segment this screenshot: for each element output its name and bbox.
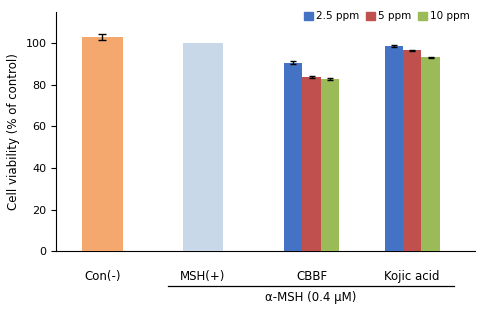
- Bar: [183, 43, 223, 251]
- Bar: [385, 46, 403, 251]
- Bar: [321, 79, 339, 251]
- Text: MSH(+): MSH(+): [180, 270, 226, 283]
- Text: α-MSH (0.4 μM): α-MSH (0.4 μM): [265, 291, 357, 304]
- Legend: 2.5 ppm, 5 ppm, 10 ppm: 2.5 ppm, 5 ppm, 10 ppm: [299, 7, 474, 26]
- Bar: [403, 50, 421, 251]
- Bar: [303, 77, 321, 251]
- Text: Kojic acid: Kojic acid: [385, 270, 440, 283]
- Bar: [82, 37, 122, 251]
- Text: Con(-): Con(-): [84, 270, 120, 283]
- Bar: [284, 63, 303, 251]
- Y-axis label: Cell viability (% of control): Cell viability (% of control): [7, 53, 20, 210]
- Bar: [421, 57, 440, 251]
- Text: CBBF: CBBF: [296, 270, 327, 283]
